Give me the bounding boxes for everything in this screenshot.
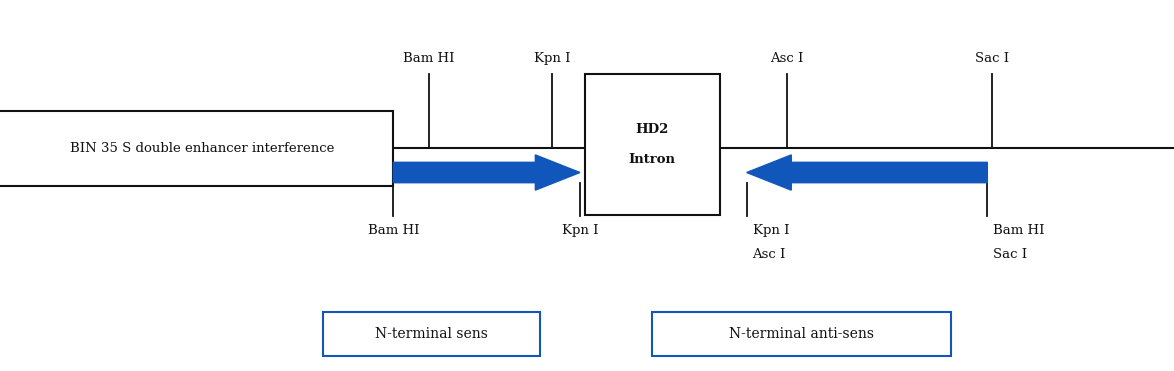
Text: Bam HI: Bam HI: [367, 223, 419, 237]
Text: N-terminal sens: N-terminal sens: [375, 327, 488, 341]
Polygon shape: [747, 155, 987, 190]
Text: HD2: HD2: [635, 123, 669, 137]
Bar: [652, 312, 951, 356]
Text: Asc I: Asc I: [770, 52, 803, 65]
Text: BIN 35 S double enhancer interference: BIN 35 S double enhancer interference: [70, 142, 335, 155]
Text: Sac I: Sac I: [974, 52, 1010, 65]
Bar: [0, 111, 393, 186]
Polygon shape: [393, 155, 580, 190]
Bar: [323, 312, 540, 356]
Text: Kpn I: Kpn I: [561, 223, 599, 237]
Text: Bam HI: Bam HI: [403, 52, 454, 65]
Text: Kpn I: Kpn I: [533, 52, 571, 65]
Text: Kpn I: Kpn I: [753, 223, 789, 237]
Text: Sac I: Sac I: [993, 248, 1027, 261]
Text: Asc I: Asc I: [753, 248, 785, 261]
Text: N-terminal anti-sens: N-terminal anti-sens: [729, 327, 873, 341]
Text: Intron: Intron: [628, 153, 676, 166]
Bar: [585, 74, 720, 215]
Text: Bam HI: Bam HI: [993, 223, 1045, 237]
